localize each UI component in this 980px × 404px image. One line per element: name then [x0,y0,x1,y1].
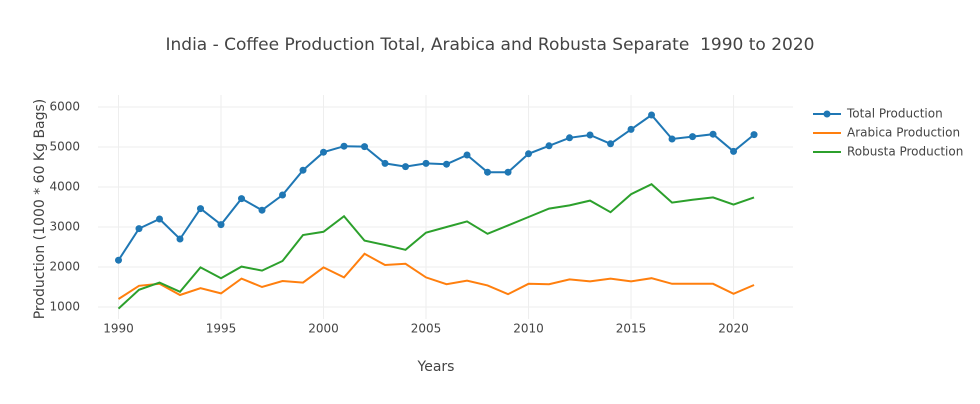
legend-label: Total Production [846,107,943,121]
point [258,206,266,214]
point [340,142,348,150]
point [627,125,635,133]
point [648,111,656,119]
point [750,131,758,139]
x-tick-label: 2005 [411,322,442,336]
point [607,140,615,148]
series-line [117,113,755,261]
y-tick-label: 4000 [49,180,80,194]
plot [115,111,758,310]
point [709,130,717,138]
y-tick-label: 6000 [49,100,80,114]
point [730,147,738,155]
legend-marker [823,110,831,118]
point [381,159,389,167]
point [689,133,697,141]
x-tick-label: 2010 [513,322,544,336]
point [217,221,225,229]
y-tick-label: 2000 [49,260,80,274]
y-tick-label: 5000 [49,140,80,154]
x-tick-label: 1990 [103,322,134,336]
point [361,143,369,151]
y-tick-label: 1000 [49,300,80,314]
point [525,150,533,158]
point [176,235,184,243]
point [238,195,246,203]
x-tick-label: 2020 [718,322,749,336]
y-axis-title: Production (1000 * 60 Kg Bags) [32,99,48,320]
x-tick-label: 1995 [206,322,237,336]
grid: 1000 2000 3000 4000 5000 6000 1990 1995 2000 2005… [49,95,793,336]
point [320,148,328,156]
legend-label: Arabica Production [847,126,960,140]
x-tick-label: 2000 [308,322,339,336]
point [135,225,143,233]
chart-title: India - Coffee Production Total, Arabica… [166,35,815,55]
point [545,142,553,150]
point [443,160,451,168]
point [279,191,287,199]
point [504,168,512,176]
point [422,159,430,167]
point [402,163,410,171]
point [299,166,307,174]
series-line [117,252,755,300]
y-tick-label: 3000 [49,220,80,234]
point [484,168,492,176]
point [586,131,594,139]
legend: Total Production Arabica Production Robust… [813,107,963,159]
legend-label: Robusta Production [847,145,963,159]
point [566,134,574,142]
point [115,256,123,264]
x-tick-label: 2015 [616,322,647,336]
point [156,215,164,223]
x-axis-title: Years [417,359,455,375]
series-line [117,183,755,310]
point [197,205,205,213]
point [668,135,676,143]
point [463,151,471,159]
